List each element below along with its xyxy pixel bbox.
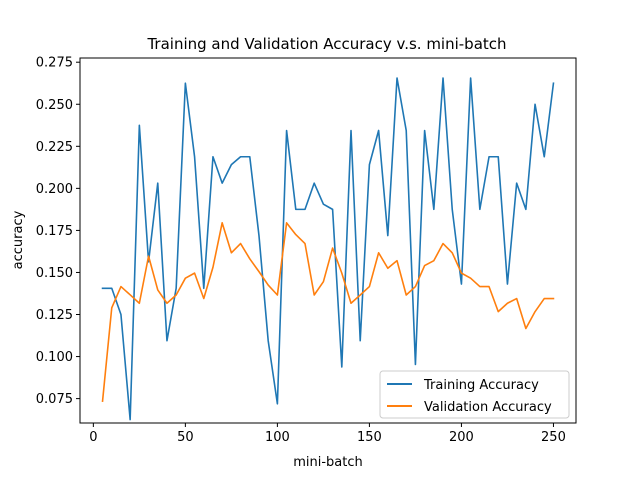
y-tick-label: 0.150 <box>36 266 73 281</box>
x-tick-label: 0 <box>89 430 97 445</box>
y-axis-label: accuracy <box>11 210 26 269</box>
y-tick-label: 0.275 <box>36 56 73 71</box>
x-axis: 0 50 100 150 200 250 <box>89 423 566 445</box>
x-tick-label: 150 <box>357 430 382 445</box>
x-tick-label: 100 <box>265 430 290 445</box>
y-tick-label: 0.100 <box>36 350 73 365</box>
legend-label-validation: Validation Accuracy <box>424 400 552 415</box>
x-tick-label: 200 <box>449 430 474 445</box>
legend: Training Accuracy Validation Accuracy <box>379 370 570 419</box>
legend-label-training: Training Accuracy <box>423 378 539 393</box>
y-tick-label: 0.075 <box>36 392 73 407</box>
plot-frame <box>79 57 577 424</box>
x-tick-label: 250 <box>541 430 566 445</box>
x-tick-label: 50 <box>177 430 194 445</box>
y-tick-label: 0.250 <box>36 98 73 113</box>
legend-box <box>379 370 570 419</box>
y-tick-label: 0.125 <box>36 308 73 323</box>
x-axis-label: mini-batch <box>293 455 363 470</box>
y-axis: 0.075 0.100 0.125 0.150 0.175 0.200 0.225 0.250… <box>36 56 80 407</box>
training-accuracy-line <box>101 77 555 421</box>
chart-title: Training and Validation Accuracy v.s. mi… <box>146 35 506 53</box>
y-tick-label: 0.175 <box>36 224 73 239</box>
validation-accuracy-line <box>101 222 555 403</box>
y-tick-label: 0.225 <box>36 140 73 155</box>
y-tick-label: 0.200 <box>36 182 73 197</box>
series-lines <box>101 77 555 421</box>
